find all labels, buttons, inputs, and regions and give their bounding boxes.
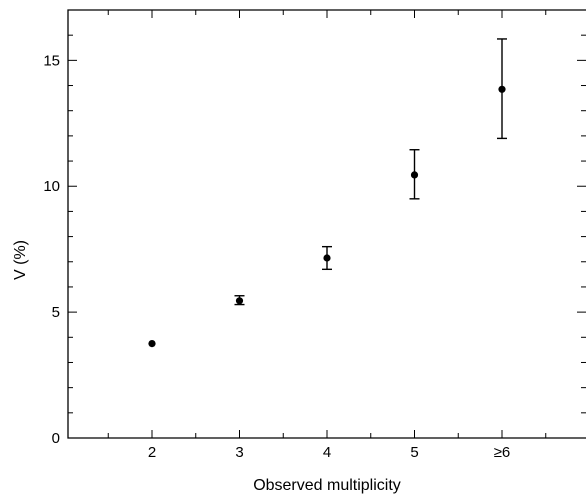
x-tick-label: 4	[323, 444, 331, 461]
data-point	[498, 85, 506, 93]
data-point-group	[497, 38, 507, 140]
data-points	[148, 38, 507, 348]
data-point	[410, 171, 419, 179]
data-point-group	[148, 339, 156, 348]
data-point-group	[409, 149, 420, 200]
data-point-group	[322, 245, 332, 271]
data-point	[148, 339, 156, 348]
x-tick-label: 2	[148, 444, 156, 461]
data-point-group	[234, 295, 245, 306]
x-tick-label: 5	[410, 444, 418, 461]
x-tick-label: 3	[235, 444, 243, 461]
x-tick-label: ≥6	[494, 444, 511, 461]
axes	[67, 9, 586, 439]
y-tick-label: 5	[52, 304, 60, 321]
y-axis-label: V (%)	[12, 240, 29, 280]
y-tick-label: 15	[43, 52, 60, 69]
data-point	[235, 297, 244, 305]
ticks: 0 5 10 15 2 3 4 5 ≥6	[43, 9, 586, 461]
y-tick-label: 10	[43, 178, 60, 195]
x-axis-label: Observed multiplicity	[253, 477, 401, 494]
plot-frame	[67, 9, 586, 439]
y-tick-label: 0	[52, 430, 60, 447]
data-point	[323, 254, 331, 262]
